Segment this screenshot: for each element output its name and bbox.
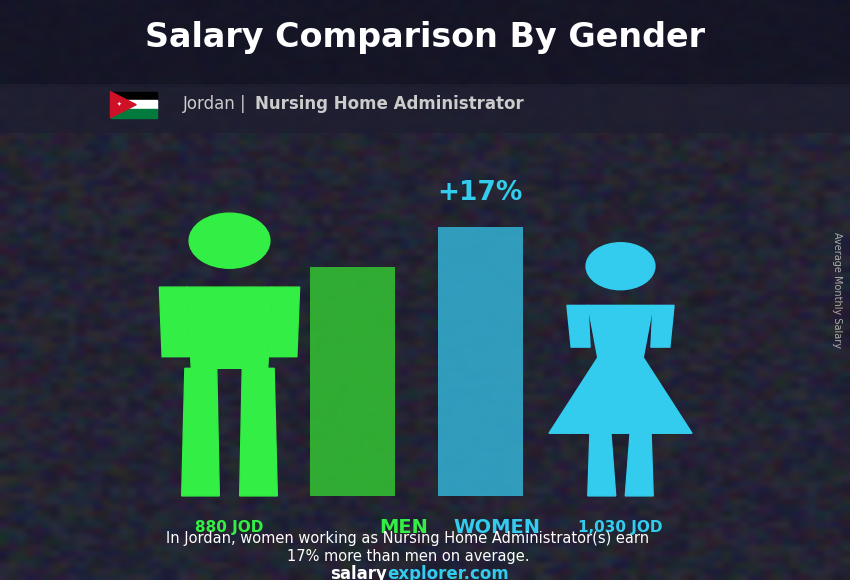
Text: explorer.com: explorer.com: [387, 565, 508, 580]
Bar: [438, 227, 523, 496]
Polygon shape: [549, 357, 692, 433]
Bar: [0, 84, 850, 133]
Text: 1,030 JOD: 1,030 JOD: [578, 520, 663, 535]
Polygon shape: [588, 433, 615, 496]
Text: Average Monthly Salary: Average Monthly Salary: [832, 232, 842, 348]
Text: 880 JOD: 880 JOD: [196, 520, 264, 535]
Text: |: |: [240, 95, 245, 114]
Bar: [0, 0, 850, 87]
Text: MEN: MEN: [379, 519, 428, 537]
Text: Nursing Home Administrator: Nursing Home Administrator: [255, 95, 524, 114]
Bar: [110, 100, 157, 109]
Polygon shape: [567, 305, 590, 347]
Circle shape: [586, 242, 654, 289]
Text: WOMEN: WOMEN: [454, 519, 541, 537]
Text: 17% more than men on average.: 17% more than men on average.: [286, 549, 530, 564]
Polygon shape: [626, 433, 653, 496]
Text: ✦: ✦: [116, 102, 122, 107]
Polygon shape: [269, 287, 300, 357]
Polygon shape: [182, 368, 219, 496]
Text: Jordan: Jordan: [183, 95, 235, 114]
Bar: [310, 267, 395, 496]
Text: salary: salary: [330, 565, 387, 580]
Polygon shape: [160, 287, 190, 357]
Polygon shape: [240, 368, 277, 496]
Polygon shape: [187, 287, 272, 368]
Polygon shape: [588, 305, 653, 357]
Circle shape: [189, 213, 269, 269]
Text: Salary Comparison By Gender: Salary Comparison By Gender: [145, 21, 705, 54]
Text: +17%: +17%: [438, 180, 523, 206]
Bar: [110, 92, 157, 100]
Polygon shape: [651, 305, 674, 347]
Text: In Jordan, women working as Nursing Home Administrator(s) earn: In Jordan, women working as Nursing Home…: [167, 531, 649, 546]
Polygon shape: [110, 92, 136, 118]
Bar: [110, 109, 157, 118]
